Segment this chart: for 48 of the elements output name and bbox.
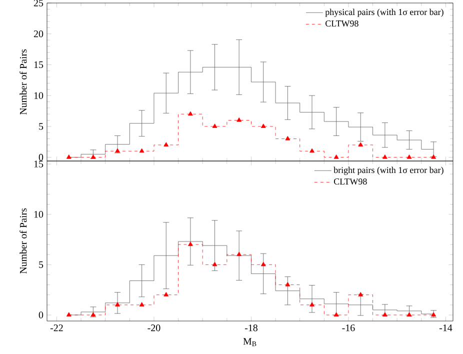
point	[310, 148, 314, 153]
y-tick-label: 0	[38, 312, 44, 318]
point	[260, 124, 266, 128]
y-tick-label: 10	[34, 210, 44, 218]
x-tick-label: -22	[50, 324, 63, 332]
x-axis-title: M$_{B}$	[243, 338, 256, 346]
point	[310, 302, 314, 306]
point	[236, 117, 242, 122]
point	[406, 154, 412, 159]
point	[164, 292, 169, 296]
y-tick-label: 10	[34, 92, 44, 99]
point	[285, 136, 290, 140]
point	[139, 148, 144, 153]
point	[115, 148, 120, 153]
point	[358, 142, 364, 146]
x-tick-label: -18	[244, 324, 258, 332]
y-tick-label: 0	[38, 154, 44, 161]
point	[115, 302, 120, 306]
y-tick-label: 15	[34, 160, 44, 168]
y-tick-label: 5	[39, 261, 44, 268]
legend-label: bright pairs (with 1σ error bar)	[334, 166, 444, 175]
y-tick-label: 15	[34, 61, 44, 68]
point	[382, 154, 388, 159]
point	[236, 252, 242, 256]
x-tick-label: -14	[439, 324, 452, 332]
point	[334, 312, 339, 316]
point	[66, 154, 72, 159]
point	[285, 282, 290, 286]
point	[212, 262, 218, 266]
y-axis-title: Number of Pairs	[20, 49, 27, 115]
point	[66, 312, 72, 316]
point	[188, 111, 193, 116]
point	[334, 154, 339, 159]
legend-label: CLTW98	[334, 178, 367, 185]
point	[212, 124, 218, 128]
y-tick-label: 25	[34, 0, 44, 6]
y-tick-label: 5	[39, 123, 44, 130]
point	[139, 302, 144, 306]
x-tick-label: -20	[148, 324, 160, 332]
y-axis-title: Number of Pairs	[20, 208, 27, 274]
legend-label: CLTW98	[326, 20, 358, 27]
x-tick-label: -16	[342, 324, 355, 332]
point	[382, 312, 388, 316]
point	[260, 262, 266, 266]
point	[188, 242, 193, 246]
point	[164, 142, 169, 146]
y-tick-label: 20	[34, 30, 44, 38]
legend-label: physical pairs (with 1σ error bar)	[325, 8, 444, 17]
